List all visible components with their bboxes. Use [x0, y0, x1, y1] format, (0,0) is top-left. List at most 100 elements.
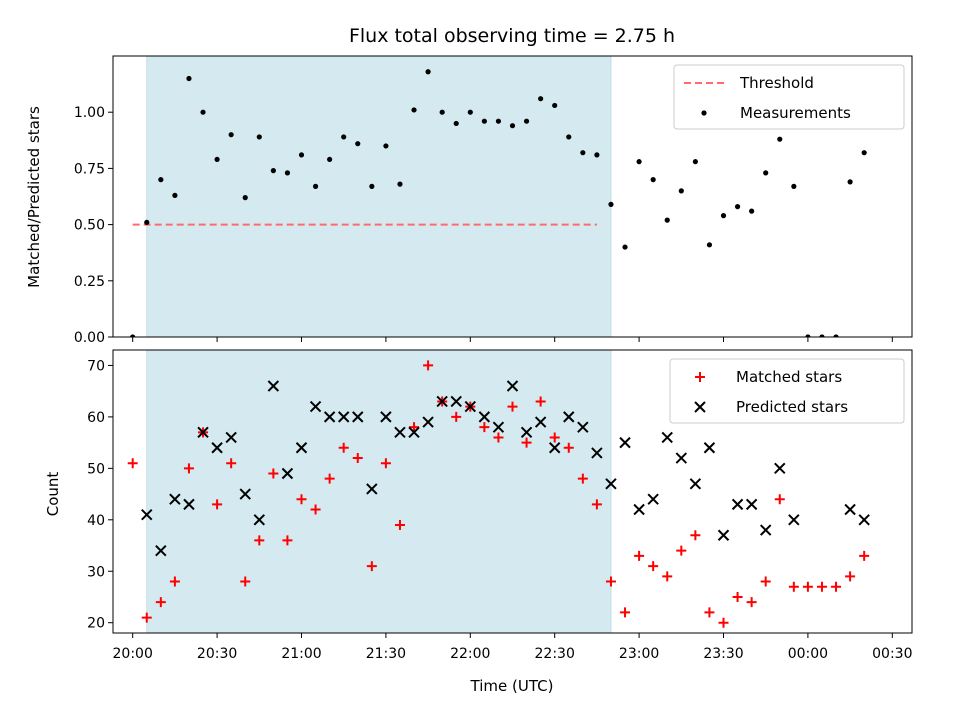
- x-tick-label: 20:30: [197, 646, 237, 662]
- y-tick-label: 1.00: [74, 105, 105, 121]
- data-point: [464, 400, 477, 413]
- data-point: [155, 544, 167, 557]
- data-point: [788, 514, 800, 526]
- data-point: [692, 159, 698, 165]
- data-point: [833, 334, 839, 337]
- data-point: [608, 201, 614, 207]
- data-point: [267, 380, 280, 392]
- data-point: [858, 514, 870, 526]
- series-measurements: [130, 69, 867, 337]
- data-point: [409, 422, 420, 433]
- data-point: [309, 400, 322, 413]
- x-tick-label: 23:00: [619, 646, 659, 662]
- data-point: [861, 150, 867, 156]
- legend-label: Matched stars: [736, 368, 842, 386]
- data-point: [619, 436, 631, 449]
- data-point: [493, 432, 504, 443]
- data-point: [380, 458, 391, 469]
- top-axes: 0.00 0.25 0.50 0.75 1.00 Threshold Measurement…: [74, 55, 913, 346]
- data-point: [777, 136, 783, 142]
- data-point: [745, 498, 758, 511]
- data-point: [819, 334, 825, 337]
- data-point: [746, 597, 757, 608]
- data-point: [647, 493, 659, 505]
- data-point: [563, 411, 575, 423]
- data-point: [254, 535, 265, 546]
- data-point: [380, 411, 392, 423]
- data-point: [450, 395, 462, 408]
- data-point: [144, 219, 150, 225]
- x-tick-label: 00:30: [872, 646, 912, 662]
- top-legend: Threshold Measurements: [673, 64, 905, 130]
- data-point: [774, 462, 786, 475]
- x-tick-label: 22:00: [450, 646, 490, 662]
- data-point: [805, 334, 811, 337]
- data-point: [577, 473, 588, 484]
- data-point: [394, 426, 406, 439]
- legend-label: Predicted stars: [736, 398, 848, 416]
- data-point: [734, 204, 741, 210]
- data-point: [548, 442, 561, 454]
- data-point: [549, 432, 560, 443]
- data-point: [650, 177, 656, 183]
- data-point: [212, 499, 223, 510]
- data-point: [760, 576, 771, 587]
- chart-title: Flux total observing time = 2.75 h: [349, 25, 675, 47]
- data-point: [197, 426, 209, 439]
- data-point: [859, 550, 870, 561]
- data-point: [634, 550, 645, 561]
- data-point: [479, 422, 490, 433]
- data-point: [338, 442, 349, 453]
- observing-window-shading: [146, 349, 612, 634]
- data-point: [481, 118, 487, 124]
- data-point: [492, 421, 505, 433]
- data-point: [211, 442, 223, 454]
- data-point: [436, 395, 448, 408]
- data-point: [577, 421, 589, 433]
- x-tick-label: 23:30: [703, 646, 743, 662]
- data-point: [366, 561, 377, 572]
- y-tick-label: 50: [87, 461, 105, 477]
- top-plot-area: [130, 69, 867, 337]
- data-point: [394, 519, 405, 530]
- data-point: [284, 170, 291, 176]
- data-point: [594, 152, 600, 158]
- data-point: [268, 468, 279, 479]
- data-point: [620, 607, 631, 618]
- data-point: [507, 401, 518, 412]
- data-point: [676, 545, 687, 556]
- y-tick-label: 0.25: [74, 274, 105, 290]
- data-point: [703, 442, 716, 454]
- legend-marker: [694, 401, 706, 413]
- data-point: [633, 503, 645, 516]
- data-point: [717, 529, 730, 541]
- data-point: [411, 107, 417, 113]
- data-point: [366, 483, 378, 495]
- data-point: [423, 360, 434, 371]
- y-tick-label: 20: [87, 616, 105, 632]
- y-tick-label: 70: [87, 358, 105, 374]
- data-point: [425, 69, 431, 75]
- data-point: [183, 463, 194, 474]
- data-point: [352, 453, 363, 464]
- data-point: [298, 152, 305, 158]
- data-point: [281, 467, 294, 480]
- y-tick-label: 0.00: [74, 330, 105, 346]
- data-point: [467, 109, 473, 115]
- x-tick-label: 21:00: [281, 646, 321, 662]
- data-point: [523, 118, 530, 124]
- data-point: [214, 156, 220, 163]
- data-point: [337, 411, 350, 423]
- data-point: [763, 170, 769, 176]
- data-point: [226, 458, 237, 469]
- data-point: [397, 181, 403, 187]
- data-point: [664, 217, 670, 223]
- data-point: [451, 411, 462, 422]
- data-point: [706, 242, 713, 248]
- data-point: [256, 134, 262, 140]
- y-tick-label: 60: [87, 410, 105, 426]
- data-point: [169, 576, 180, 587]
- legend-box: [673, 64, 905, 130]
- bottom-plot-area: [127, 360, 870, 628]
- data-point: [228, 132, 234, 138]
